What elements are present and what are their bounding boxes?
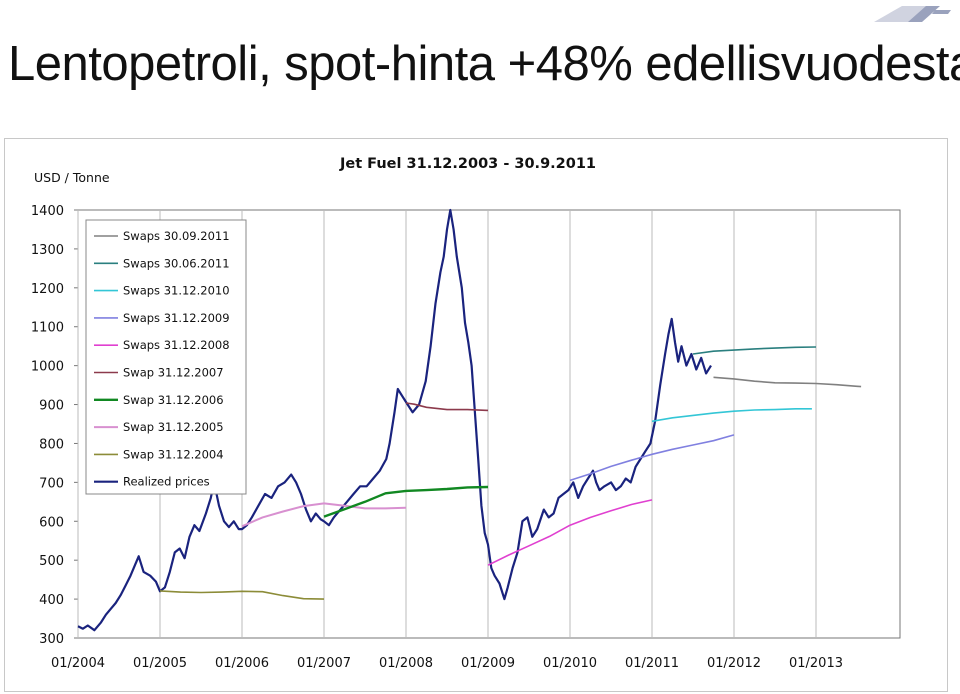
series-line — [159, 590, 325, 600]
airline-logo-icon — [874, 6, 951, 22]
series-line — [713, 376, 862, 388]
legend-label: Swaps 31.12.2010 — [123, 284, 230, 298]
series-line — [241, 502, 407, 528]
y-tick-label: 500 — [39, 554, 64, 569]
y-tick-label: 400 — [39, 593, 64, 608]
x-tick-label: 01/2007 — [297, 656, 351, 671]
y-tick-label: 1100 — [31, 321, 64, 336]
series-group — [77, 208, 862, 632]
legend-label: Swap 31.12.2005 — [123, 420, 224, 434]
series-line — [487, 499, 653, 566]
series-line — [692, 346, 817, 355]
series-line — [651, 407, 812, 423]
x-tick-label: 01/2006 — [215, 656, 269, 671]
legend: Swaps 30.09.2011 Swaps 30.06.2011 Swaps 31… — [85, 219, 247, 495]
x-tick-label: 01/2011 — [625, 656, 679, 671]
series-line — [569, 434, 735, 482]
legend-label: Swap 31.12.2006 — [123, 393, 224, 407]
y-tick-label: 1400 — [31, 204, 64, 219]
legend-label: Realized prices — [123, 475, 210, 489]
legend-label: Swaps 30.06.2011 — [123, 256, 230, 270]
legend-label: Swaps 31.12.2009 — [123, 311, 230, 325]
series-line — [77, 208, 712, 632]
legend-box — [85, 219, 247, 495]
legend-label: Swap 31.12.2007 — [123, 366, 224, 380]
y-tick-label: 1200 — [31, 282, 64, 297]
y-tick-label: 800 — [39, 437, 64, 452]
y-tick-label: 600 — [39, 515, 64, 530]
legend-label: Swaps 31.12.2008 — [123, 338, 230, 352]
y-tick-label: 1300 — [31, 243, 64, 258]
legend-label: Swap 31.12.2004 — [123, 447, 224, 461]
slide-title: Lentopetroli, spot-hinta +48% edellisvuo… — [8, 37, 960, 91]
y-tick-label: 1000 — [31, 360, 64, 375]
x-tick-label: 01/2009 — [461, 656, 515, 671]
series-line — [323, 485, 489, 518]
x-tick-label: 01/2010 — [543, 656, 597, 671]
y-axis: 300 400 500 600 700 800 900 1000 1100 1200 1300 140… — [31, 204, 78, 647]
y-tick-label: 700 — [39, 476, 64, 491]
x-tick-label: 01/2005 — [133, 656, 187, 671]
x-tick-label: 01/2008 — [379, 656, 433, 671]
chart-title: Jet Fuel 31.12.2003 - 30.9.2011 — [339, 156, 596, 172]
y-unit-label: USD / Tonne — [34, 170, 110, 185]
y-tick-label: 300 — [39, 632, 64, 647]
series-line — [405, 402, 489, 412]
y-tick-label: 900 — [39, 399, 64, 414]
x-tick-label: 01/2013 — [789, 656, 843, 671]
x-tick-label: 01/2004 — [51, 656, 105, 671]
x-tick-label: 01/2012 — [707, 656, 761, 671]
legend-label: Swaps 30.09.2011 — [123, 229, 230, 243]
